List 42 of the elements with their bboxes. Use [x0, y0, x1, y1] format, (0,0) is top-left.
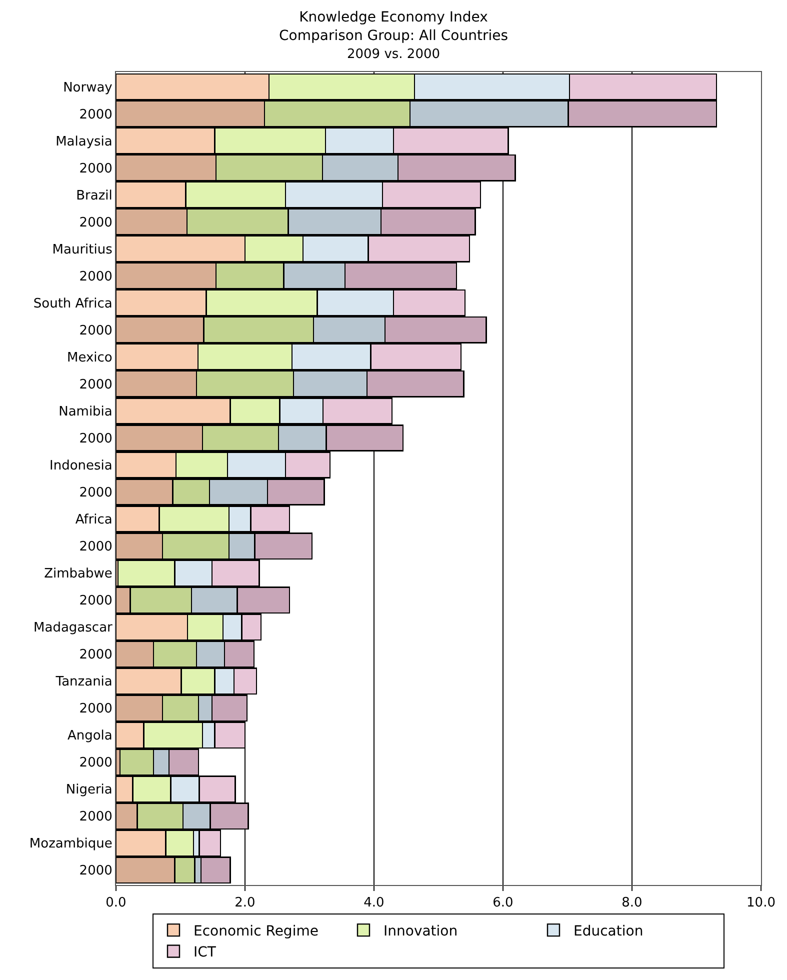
- y-tick-label: Madagascar: [34, 620, 114, 636]
- y-tick-label: Mexico: [66, 350, 112, 366]
- y-tick-label: 2000: [79, 702, 112, 717]
- y-tick-label: 2000: [79, 161, 112, 176]
- y-tick-label: 2000: [79, 594, 112, 609]
- y-tick-label: 2000: [79, 324, 112, 338]
- y-tick-label: 2000: [79, 756, 112, 771]
- y-tick-label: Brazil: [76, 188, 112, 204]
- x-tick-label: 6.0: [492, 896, 514, 911]
- legend-label: ICT: [194, 944, 216, 961]
- y-tick-label: 2000: [79, 810, 112, 825]
- legend-label: Education: [574, 924, 644, 940]
- y-tick-label: Tanzania: [54, 674, 112, 690]
- y-tick-label: 2000: [79, 864, 112, 879]
- y-tick-label: 2000: [79, 215, 112, 230]
- y-tick-label: Mauritius: [52, 242, 113, 258]
- y-tick-label: South Africa: [33, 296, 112, 312]
- y-tick-label: Angola: [67, 728, 112, 744]
- legend-label: Economic Regime: [194, 924, 318, 940]
- y-tick-label: 2000: [79, 432, 112, 447]
- y-tick-label: Nigeria: [66, 782, 112, 798]
- chart-title: Knowledge Economy Index Comparison Group: All Countries: [279, 10, 508, 44]
- y-tick-label: Malaysia: [56, 134, 112, 150]
- y-tick-label: Namibia: [58, 404, 112, 420]
- y-tick-label: Zimbabwe: [44, 566, 112, 582]
- x-tick-label: 10.0: [746, 896, 776, 911]
- y-tick-label: 2000: [79, 378, 112, 393]
- y-tick-label: Norway: [63, 80, 113, 96]
- y-tick-label: Indonesia: [50, 458, 112, 474]
- x-tick-label: 0.0: [106, 896, 126, 911]
- y-tick-label: 2000: [79, 269, 112, 284]
- y-tick-label: 2000: [79, 107, 112, 122]
- x-tick-label: 8.0: [622, 896, 642, 911]
- x-tick-label: 4.0: [364, 896, 384, 911]
- x-tick-label: 2.0: [234, 896, 256, 911]
- y-tick-label: 2000: [79, 648, 112, 663]
- chart-subtitle: 2009 vs. 2000: [346, 46, 440, 62]
- legend-label: Innovation: [384, 924, 458, 940]
- y-tick-label: Africa: [75, 512, 112, 528]
- y-tick-label: 2000: [79, 486, 112, 501]
- y-tick-label: 2000: [79, 540, 112, 555]
- y-tick-label: Mozambique: [29, 836, 112, 852]
